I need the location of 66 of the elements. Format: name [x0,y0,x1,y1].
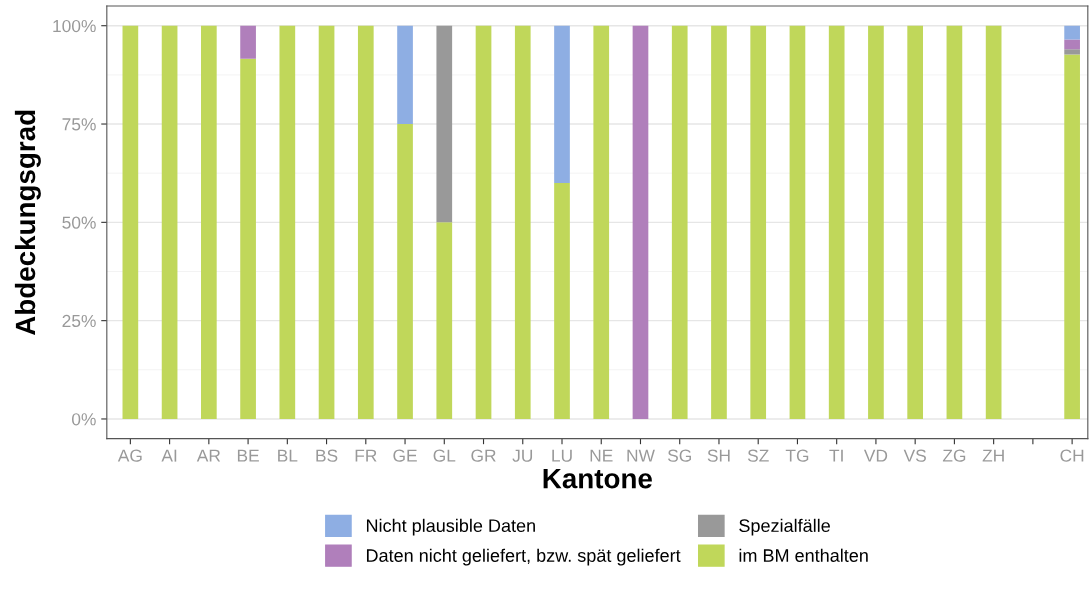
bar [554,183,570,419]
bar [750,25,767,419]
bar [397,124,413,419]
bar [593,25,610,419]
bar [828,25,845,419]
legend-label: Daten nicht geliefert, bzw. spät geliefert [366,548,681,566]
y-tick-label: 50% [62,216,96,229]
bar [161,25,178,419]
x-tick-label: NE [590,449,613,462]
bar [1064,49,1080,55]
bar [946,25,963,419]
x-tick-label: TI [829,449,843,462]
bar [907,25,924,419]
x-tick-label: FR [355,449,377,462]
bar [1064,39,1080,50]
legend-label: im BM enthalten [739,548,868,562]
x-tick-label: SG [667,449,691,462]
bar [279,25,296,419]
x-tick-label: GR [471,449,496,462]
x-tick-label: BL [278,449,298,462]
bar [985,25,1002,419]
bar [397,25,413,125]
bar [240,25,256,59]
x-tick-label: SH [707,449,730,462]
x-tick-label: ZG [942,449,966,462]
bar [357,25,374,419]
bar [318,25,335,419]
x-tick-label: JU [512,449,533,462]
bar [554,25,570,184]
bar [240,58,256,419]
x-tick-label: AR [196,449,221,462]
x-tick-label: LU [552,449,572,462]
x-tick-label: CH [1060,449,1084,462]
y-axis-title: Abdeckungsgrad [14,110,41,336]
bar [1064,25,1080,40]
bar [436,25,453,223]
bar [514,25,531,419]
bar [1064,54,1080,419]
x-tick-label: ZH [982,449,1004,462]
bar [632,25,649,419]
x-tick-label: VS [903,449,926,462]
bar [436,222,453,419]
y-tick-label: 100% [53,19,96,33]
x-tick-label: GE [393,449,417,462]
y-tick-label: 0% [71,413,96,426]
x-tick-label: TG [785,449,809,462]
bar [868,25,884,419]
x-tick-label: SZ [747,449,769,462]
x-axis-title: Kantone [543,469,652,489]
bar [671,25,688,419]
x-tick-label: BE [237,449,259,462]
bar [711,25,727,419]
y-tick-label: 25% [62,314,96,328]
x-tick-label: NW [627,449,655,462]
legend-label: Spezialfälle [739,518,830,536]
x-tick-label: AG [117,449,142,462]
bar [201,25,217,419]
y-tick-label: 75% [62,118,96,131]
legend-label: Nicht plausible Daten [366,518,535,536]
bar [122,25,139,419]
x-tick-label: GL [433,449,456,462]
bar [789,25,806,419]
x-tick-label: VD [863,449,888,462]
bar [475,25,492,419]
x-tick-label: AI [161,449,177,462]
x-tick-label: BS [316,449,338,462]
